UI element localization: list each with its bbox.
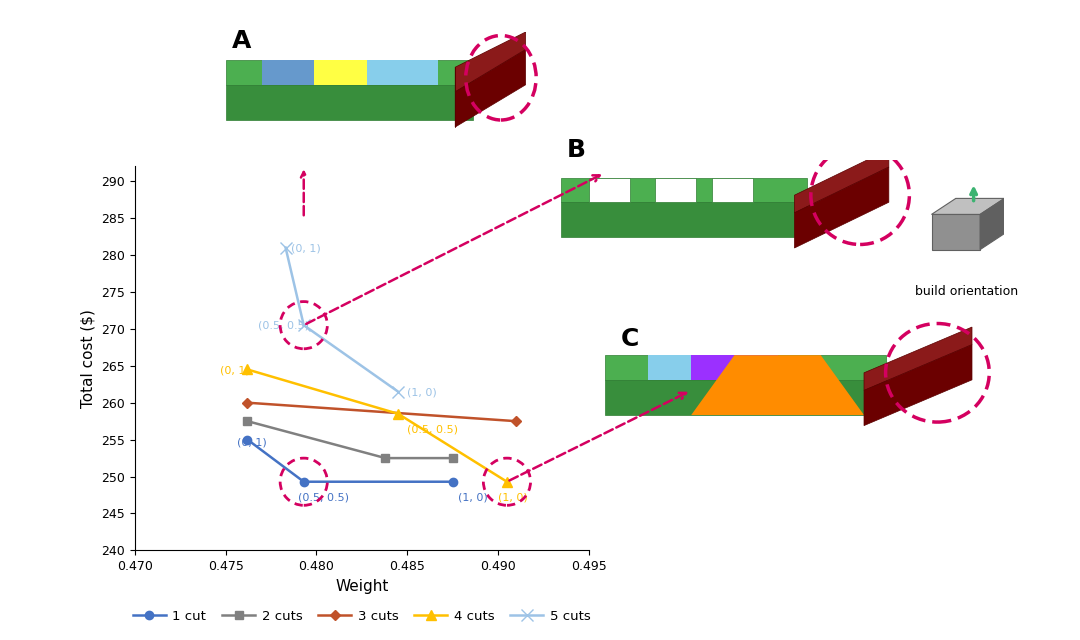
Text: (1, 0): (1, 0)	[407, 388, 437, 398]
Polygon shape	[561, 177, 807, 202]
Polygon shape	[795, 149, 889, 212]
X-axis label: Weight: Weight	[335, 579, 389, 594]
Polygon shape	[931, 198, 1004, 214]
Polygon shape	[605, 380, 886, 415]
Polygon shape	[713, 177, 754, 202]
Polygon shape	[261, 60, 314, 84]
Text: (0.5, 0.5): (0.5, 0.5)	[258, 321, 309, 331]
Text: (0.5, 0.5): (0.5, 0.5)	[407, 425, 458, 435]
Polygon shape	[227, 84, 473, 120]
Polygon shape	[670, 355, 778, 380]
Polygon shape	[648, 355, 691, 380]
Text: (0, 1): (0, 1)	[237, 437, 267, 447]
Text: A: A	[232, 29, 252, 53]
Polygon shape	[691, 355, 864, 415]
Text: (0, 1): (0, 1)	[291, 244, 321, 254]
Text: build orientation: build orientation	[915, 285, 1018, 298]
Polygon shape	[314, 60, 367, 84]
Text: B: B	[567, 138, 586, 162]
Polygon shape	[455, 50, 526, 127]
Polygon shape	[981, 198, 1004, 250]
Polygon shape	[864, 327, 972, 390]
Polygon shape	[590, 177, 631, 202]
Polygon shape	[455, 32, 526, 92]
Text: (1, 0): (1, 0)	[458, 493, 488, 503]
Polygon shape	[864, 344, 972, 426]
Polygon shape	[931, 214, 981, 250]
Polygon shape	[605, 355, 886, 380]
Text: (1, 0): (1, 0)	[498, 493, 528, 503]
Polygon shape	[795, 167, 889, 248]
Y-axis label: Total cost ($): Total cost ($)	[81, 309, 96, 408]
Polygon shape	[561, 202, 807, 237]
Text: (0.5, 0.5): (0.5, 0.5)	[298, 493, 349, 503]
Legend: 1 cut, 2 cuts, 3 cuts, 4 cuts, 5 cuts: 1 cut, 2 cuts, 3 cuts, 4 cuts, 5 cuts	[127, 605, 596, 628]
Polygon shape	[367, 60, 437, 84]
Polygon shape	[654, 177, 696, 202]
Text: C: C	[621, 326, 639, 351]
Polygon shape	[227, 60, 473, 84]
Text: (0, 1): (0, 1)	[220, 366, 251, 376]
